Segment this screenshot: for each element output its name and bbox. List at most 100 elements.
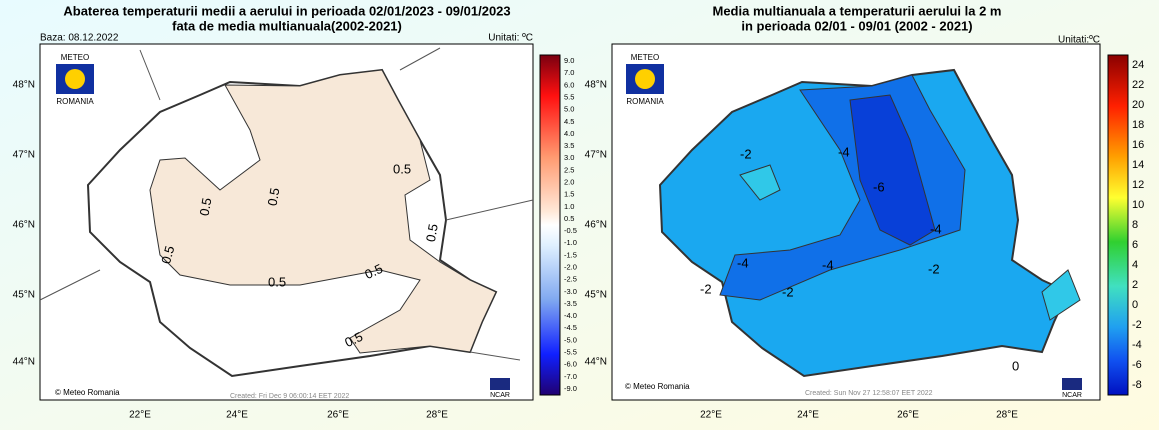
colorbar-label: -3.5 [564, 299, 577, 308]
contour-label: 0.5 [265, 187, 283, 207]
colorbar [539, 54, 561, 396]
colorbar-label: 2.5 [564, 165, 574, 174]
title: in perioada 02/01 - 09/01 (2002 - 2021) [741, 18, 972, 33]
base-date: Baza: 08.12.2022 [40, 33, 119, 44]
contour-label: -4 [822, 257, 834, 272]
colorbar-label: 4 [1132, 259, 1138, 271]
colorbar-label: 1.5 [564, 190, 574, 199]
colorbar-label: 5.5 [564, 92, 574, 101]
colorbar-label: 14 [1132, 159, 1144, 171]
contour-label: 0.5 [342, 329, 365, 350]
colorbar-label: 5.0 [564, 105, 574, 114]
colorbar-label: 3.0 [564, 153, 574, 162]
lat-label: 45°N [585, 290, 607, 301]
lat-label: 44°N [13, 357, 35, 368]
colorbar-label: -5.0 [564, 335, 577, 344]
colorbar-label: -7.0 [564, 372, 577, 381]
contour-label: 0.5 [197, 197, 215, 217]
lon-label: 26°E [327, 410, 349, 421]
colorbar-label: -4.0 [564, 311, 577, 320]
lat-label: 47°N [585, 150, 607, 161]
colorbar-label: 1.0 [564, 202, 574, 211]
contour-label: 0.5 [362, 261, 385, 282]
colorbar-label: 20 [1132, 99, 1144, 111]
colorbar-label: 2 [1132, 279, 1138, 291]
contour-label: 0 [1012, 358, 1019, 373]
left-panel: Abaterea temperaturii medii a aerului in… [39, 3, 561, 401]
cold-core [849, 94, 936, 246]
colorbar-label: -2.5 [564, 275, 577, 284]
contour-label: -2 [782, 284, 794, 299]
contour-area [739, 164, 1081, 321]
colorbar-label: 2.0 [564, 177, 574, 186]
units: Unitati:ºC [1058, 35, 1100, 46]
lat-label: 45°N [13, 290, 35, 301]
colorbar-label: 6 [1132, 239, 1138, 251]
colorbar-label: 4.5 [564, 117, 574, 126]
contour-label: -2 [700, 281, 712, 296]
units: Unitati: ºC [488, 33, 533, 44]
contour-label: 0.5 [268, 274, 286, 289]
anomaly-area [149, 69, 497, 354]
colorbar-label: 6.0 [564, 80, 574, 89]
borders [39, 47, 534, 361]
contour-label: -6 [873, 179, 885, 194]
lon-label: 24°E [797, 410, 819, 421]
contour-label: -4 [930, 221, 942, 236]
ncar: NCAR [490, 392, 510, 399]
lon-label: 22°E [129, 410, 151, 421]
colorbar-label: 4.0 [564, 129, 574, 138]
colorbar-label: -0.5 [564, 226, 577, 235]
colorbar-label: -9.0 [564, 384, 577, 393]
colorbar-label: -3.0 [564, 287, 577, 296]
logo-text: METEO [631, 53, 659, 62]
lon-label: 26°E [897, 410, 919, 421]
title: Abaterea temperaturii medii a aerului in… [63, 3, 510, 18]
logo-text: ROMANIA [56, 97, 94, 106]
lat-label: 48°N [585, 80, 607, 91]
lat-label: 46°N [13, 220, 35, 231]
colorbar-label: -2 [1132, 319, 1142, 331]
logo-icon [65, 69, 85, 89]
title: Media multianuala a temperaturii aerului… [713, 3, 1002, 18]
lat-label: 46°N [585, 220, 607, 231]
colorbar-label: 3.5 [564, 141, 574, 150]
colorbar-label: 16 [1132, 139, 1144, 151]
colorbar-label: -8 [1132, 379, 1142, 391]
created: Created: Fri Dec 9 06:00:14 EET 2022 [230, 393, 349, 400]
colorbar-label: 22 [1132, 79, 1144, 91]
colorbar-label: 24 [1132, 59, 1144, 71]
lon-label: 24°E [226, 410, 248, 421]
colorbar-label: 0 [1132, 299, 1138, 311]
colorbar-label: -6.0 [564, 360, 577, 369]
contour-label: 0.5 [423, 223, 441, 243]
colorbar-label: -5.5 [564, 347, 577, 356]
contour-label: -2 [928, 261, 940, 276]
right-panel: Media multianuala a temperaturii aerului… [611, 3, 1129, 401]
colorbar-label: 8 [1132, 219, 1138, 231]
colorbar-label: -6 [1132, 359, 1142, 371]
logo-icon [635, 69, 655, 89]
contour-label: 0.5 [158, 244, 177, 265]
title: fata de media multianuala(2002-2021) [172, 18, 402, 33]
contour-label: -4 [838, 144, 850, 159]
lon-label: 28°E [426, 410, 448, 421]
colorbar-label: 7.0 [564, 68, 574, 77]
lon-label: 22°E [700, 410, 722, 421]
colorbar-label: 0.5 [564, 214, 574, 223]
lat-label: 48°N [13, 80, 35, 91]
colorbar-label: 18 [1132, 119, 1144, 131]
lon-label: 28°E [996, 410, 1018, 421]
copyright: © Meteo Romania [55, 388, 120, 397]
ncar-logo [1062, 378, 1082, 390]
contour-label: 0.5 [393, 161, 411, 176]
colorbar [1107, 54, 1129, 396]
ncar-logo [490, 378, 510, 390]
contour-label: -2 [740, 146, 752, 161]
contour-label: -4 [737, 255, 749, 270]
colorbar-label: -1.0 [564, 238, 577, 247]
ncar: NCAR [1062, 392, 1082, 399]
colorbar-label: -4.5 [564, 323, 577, 332]
created: Created: Sun Nov 27 12:58:07 EET 2022 [805, 390, 933, 397]
